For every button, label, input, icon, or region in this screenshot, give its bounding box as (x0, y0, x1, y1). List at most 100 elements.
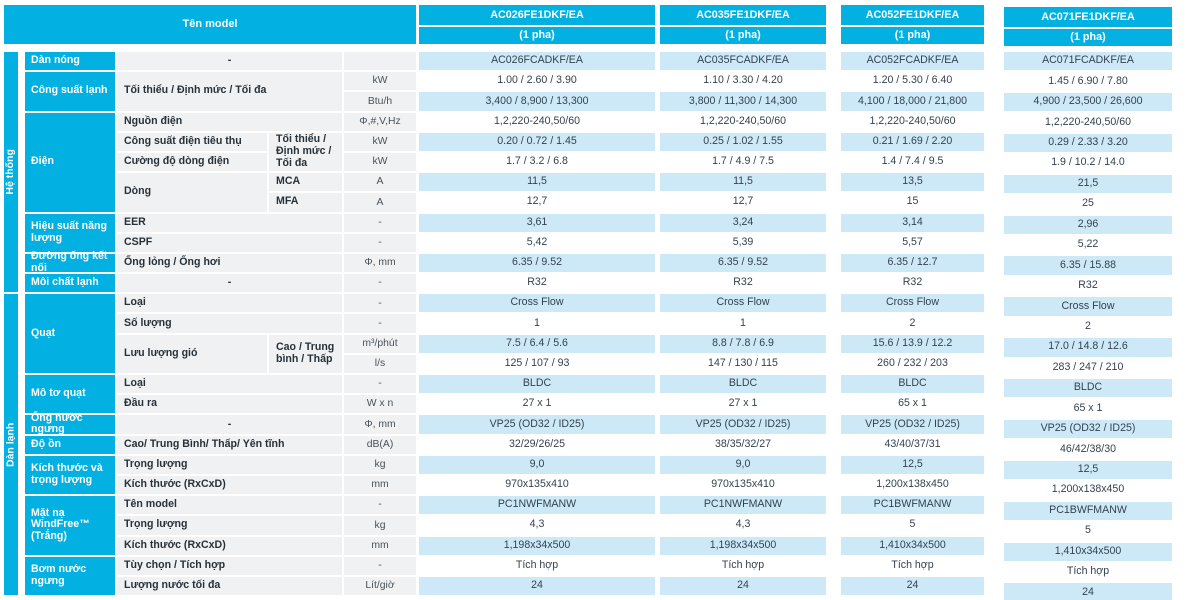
category-label: Đường ống kết nối (25, 250, 115, 274)
spec-value-cell: 147 / 130 / 115 (660, 354, 826, 373)
spec-value-cell: 1,200x138x450 (1004, 481, 1172, 500)
spec-value-cell: 11,5 (660, 173, 826, 192)
spec-value-cell: 260 / 232 / 203 (841, 354, 984, 373)
spec-value-cell: 3,800 / 11,300 / 14,300 (660, 92, 826, 111)
spec-value-cell: 0.20 / 0.72 / 1.45 (419, 132, 655, 151)
unit-label: - (344, 375, 416, 394)
unit-label (344, 52, 416, 71)
spec-label: Trọng lượng (117, 455, 342, 474)
spec-value-cell: VP25 (OD32 / ID25) (660, 415, 826, 434)
spec-value-cell: Tích hợp (841, 556, 984, 575)
spec-value-cell: 17.0 / 14.8 / 12.6 (1004, 338, 1172, 357)
spec-value-cell: 5,39 (660, 233, 826, 252)
spec-value-cell: 2,96 (1004, 215, 1172, 234)
category-label: Công suất lạnh (25, 72, 115, 111)
category-label: Độ ồn (25, 435, 115, 454)
spec-value-cell: Tích hợp (660, 556, 826, 575)
spec-value-cell: 0.21 / 1.69 / 2.20 (841, 132, 984, 151)
unit-label: kW (344, 152, 416, 172)
table-header: Tên model AC026FE1DKF/EA (1 pha) AC035FE1DK… (4, 5, 1200, 46)
spec-value-cell: 0.25 / 1.02 / 1.55 (660, 132, 826, 151)
spec-value-cell: 24 (419, 576, 655, 596)
spec-value-cell: 3,61 (419, 213, 655, 232)
table-body: Hệ thống Dàn lạnh Dàn nóng Công suất lạnh Đi… (4, 52, 1200, 600)
spec-value-cell: R32 (841, 274, 984, 293)
spec-label: Dòng (117, 173, 267, 212)
spec-value-cell: 1,200x138x450 (841, 475, 984, 495)
spec-value-cell: 1,198x34x500 (419, 536, 655, 555)
spec-value-cell: 1.20 / 5.30 / 6.40 (841, 72, 984, 91)
spec-value-cell: 1,2,220-240,50/60 (1004, 113, 1172, 132)
spec-value-cell: 1.00 / 2.60 / 3.90 (419, 72, 655, 91)
spec-value-cell: 1.7 / 3.2 / 6.8 (419, 152, 655, 172)
category-label: Bơm nước ngưng (25, 556, 115, 596)
spec-value-cell: 25 (1004, 195, 1172, 214)
spec-label: Ống lỏng / Ống hơi (117, 253, 342, 273)
spec-label: EER (117, 213, 342, 232)
spec-label: Loại (117, 294, 342, 313)
spec-value-cell: VP25 (OD32 / ID25) (1004, 419, 1172, 439)
spec-value-cell: 65 x 1 (1004, 399, 1172, 418)
spec-value-cell: 6.35 / 9.52 (419, 253, 655, 273)
spec-value-cell: 7.5 / 6.4 / 5.6 (419, 334, 655, 353)
spec-value-cell: BLDC (1004, 379, 1172, 398)
category-label: Điện (25, 112, 115, 212)
model-phase-label: (1 pha) (660, 27, 826, 44)
spec-label: Tối thiểu / Định mức / Tối đa (269, 132, 342, 172)
category-label: Hiệu suất năng lượng (25, 213, 115, 252)
model-phase-label: (1 pha) (1004, 29, 1172, 46)
unit-label: - (344, 294, 416, 313)
spec-value-cell: 27 x 1 (419, 395, 655, 414)
spec-value-cell: 2 (1004, 317, 1172, 337)
spec-label: Kích thước (RxCxD) (117, 475, 342, 495)
spec-label: - (117, 52, 342, 71)
unit-label: Φ,#,V,Hz (344, 112, 416, 131)
model-phase-label: (1 pha) (419, 27, 655, 44)
section-label-vertical: Dàn lạnh (4, 294, 18, 596)
spec-value-cell: 6.35 / 12.7 (841, 253, 984, 273)
spec-label: Cao/ Trung Bình/ Thấp/ Yên tĩnh (117, 435, 342, 454)
spec-value-cell: 4,3 (419, 516, 655, 535)
spec-value-cell: 970x135x410 (419, 475, 655, 495)
category-label: Kích thước và trọng lượng (25, 455, 115, 495)
spec-value-cell: 21,5 (1004, 174, 1172, 194)
spec-value-cell: 5 (1004, 522, 1172, 541)
spec-value-cell: AC071FCADKF/EA (1004, 52, 1172, 71)
unit-label: Φ, mm (344, 415, 416, 434)
unit-label: - (344, 274, 416, 293)
unit-label: Btu/h (344, 92, 416, 111)
spec-label: Công suất điện tiêu thụ (117, 132, 267, 151)
spec-label: Lưu lượng gió (117, 334, 267, 373)
spec-label: Cường độ dòng điện (117, 152, 267, 172)
spec-value-cell: 24 (660, 576, 826, 596)
unit-label: - (344, 496, 416, 515)
spec-value-cell: 1,410x34x500 (841, 536, 984, 555)
unit-label: m³/phút (344, 334, 416, 353)
unit-label: kW (344, 72, 416, 91)
spec-value-cell: 1.4 / 7.4 / 9.5 (841, 152, 984, 172)
model-column-header: AC035FE1DKF/EA (660, 5, 826, 25)
unit-label: Lít/giờ (344, 576, 416, 596)
spec-label: Cao / Trung bình / Thấp (269, 334, 342, 373)
spec-value-cell: AC026FCADKF/EA (419, 52, 655, 71)
spec-label: Kích thước (RxCxD) (117, 536, 342, 555)
unit-label: - (344, 213, 416, 232)
model-column-header: AC071FE1DKF/EA (1004, 7, 1172, 27)
spec-value-cell: 0.29 / 2.33 / 3.20 (1004, 133, 1172, 153)
unit-label: kg (344, 516, 416, 535)
spec-value-cell: BLDC (419, 375, 655, 394)
category-label: Môi chất lạnh (25, 274, 115, 293)
spec-value-cell: 4,3 (660, 516, 826, 535)
spec-value-cell: R32 (660, 274, 826, 293)
spec-value-cell: VP25 (OD32 / ID25) (841, 415, 984, 434)
spec-value-cell: 24 (1004, 583, 1172, 600)
spec-value-cell: PC1BWFMANW (1004, 501, 1172, 521)
spec-value-cell: 1.10 / 3.30 / 4.20 (660, 72, 826, 91)
spec-value-cell: 5 (841, 516, 984, 535)
spec-label: Đầu ra (117, 395, 342, 414)
spec-value-cell: 6.35 / 15.88 (1004, 256, 1172, 275)
model-column-header: AC052FE1DKF/EA (841, 5, 984, 25)
spec-value-cell: 12,7 (419, 193, 655, 212)
spec-value-cell: 27 x 1 (660, 395, 826, 414)
unit-label: mm (344, 536, 416, 555)
